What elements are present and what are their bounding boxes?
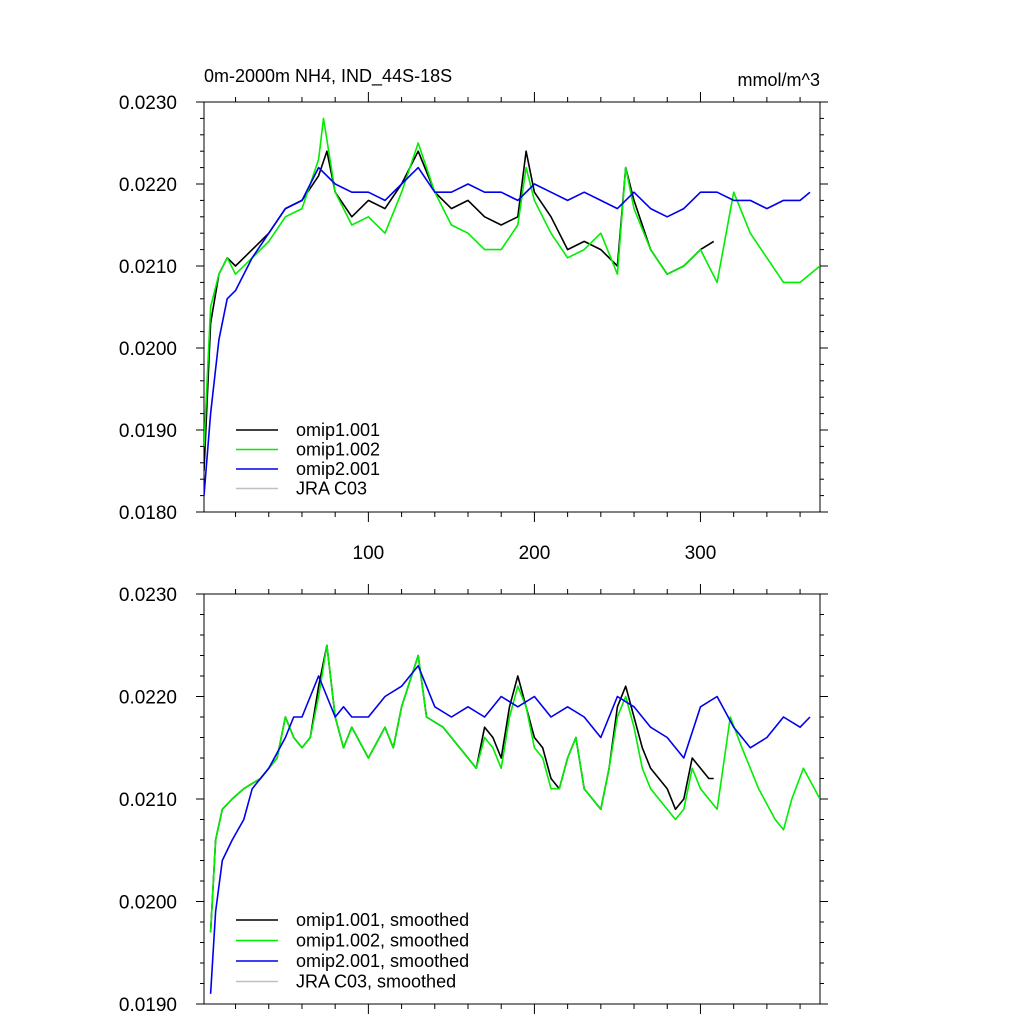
y-tick-label: 0.0230 — [119, 93, 177, 114]
bottom-panel: 0.0190 0.0200 0.0210 0.0220 0.0230 omip1.001,… — [119, 584, 828, 1016]
legend-label: omip1.002 — [296, 440, 380, 460]
series-line — [204, 150, 715, 472]
x-tick-label: 200 — [519, 543, 551, 564]
y-tick-label: 0.0230 — [119, 585, 177, 606]
y-tick-label: 0.0220 — [119, 688, 177, 709]
bottom-plot-area: 0.0190 0.0200 0.0210 0.0220 0.0230 omip1.001,… — [119, 584, 828, 1016]
y-tick-label: 0.0190 — [119, 421, 177, 442]
legend-label: JRA C03, smoothed — [296, 972, 456, 992]
series-lines — [209, 644, 820, 994]
y-tick-label: 0.0180 — [119, 503, 177, 524]
y-tick-label: 0.0200 — [119, 339, 177, 360]
top-plot-area: 0.0180 0.0190 0.0200 0.0210 0.0220 0.0230 100 2… — [119, 92, 828, 564]
x-tick-label: 100 — [353, 543, 385, 564]
series-line — [209, 644, 820, 933]
y-tick-label: 0.0190 — [119, 995, 177, 1016]
top-chart-units: mmol/m^3 — [738, 70, 820, 90]
y-tick-label: 0.0200 — [119, 893, 177, 914]
legend-label: omip2.001, smoothed — [296, 951, 469, 971]
plot-frame — [203, 101, 821, 513]
y-tick-label: 0.0210 — [119, 257, 177, 278]
series-line — [204, 166, 811, 496]
x-tick-label: 300 — [685, 543, 717, 564]
series-line — [209, 644, 714, 933]
legend-label: omip1.002, smoothed — [296, 931, 469, 951]
series-line — [204, 117, 820, 447]
y-tick-label: 0.0210 — [119, 790, 177, 811]
series-lines — [204, 117, 820, 496]
series-line — [209, 664, 811, 994]
legend-label: omip2.001 — [296, 459, 380, 479]
top-panel: 0m-2000m NH4, IND_44S-18S mmol/m^3 0.018… — [119, 66, 828, 564]
legend-label: JRA C03 — [296, 479, 367, 499]
top-chart-title: 0m-2000m NH4, IND_44S-18S — [204, 66, 452, 87]
y-tick-label: 0.0220 — [119, 175, 177, 196]
legend-label: omip1.001, smoothed — [296, 910, 469, 930]
legend-label: omip1.001 — [296, 420, 380, 440]
